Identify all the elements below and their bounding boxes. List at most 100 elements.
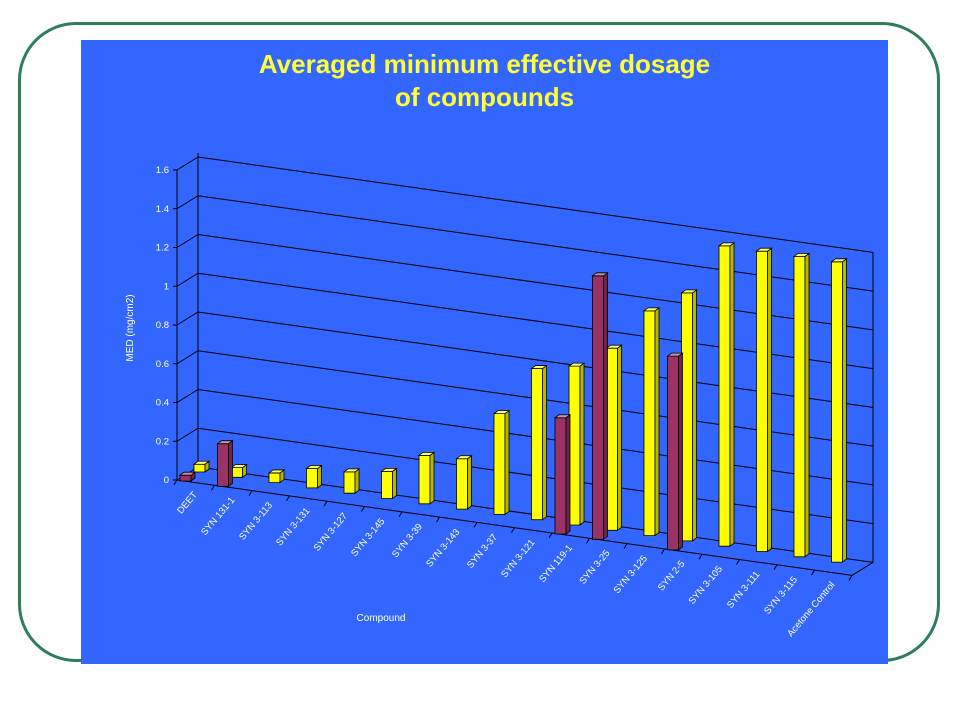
bar-front — [681, 292, 693, 542]
bar — [755, 247, 773, 553]
bar — [567, 362, 586, 526]
x-category-label: SYN 3-113 — [237, 500, 275, 542]
bar — [530, 364, 548, 521]
x-category-label: DEET — [175, 490, 200, 517]
bar-top — [717, 242, 736, 247]
bar-front — [343, 471, 356, 494]
bar-top — [192, 460, 211, 465]
bar-side — [392, 467, 397, 500]
bar — [717, 242, 736, 548]
gridline-side — [176, 389, 199, 403]
bar-side — [617, 344, 622, 532]
bar — [342, 468, 361, 495]
bar-top — [642, 307, 661, 312]
bar-front — [179, 474, 192, 482]
bar-top — [830, 258, 848, 263]
chart-panel: Averaged minimum effective dosage of com… — [81, 40, 888, 664]
bar — [417, 451, 436, 505]
bar-top — [591, 272, 609, 277]
floor-right-edge — [851, 561, 874, 576]
gridline-side — [176, 350, 199, 365]
axis-layer — [173, 153, 874, 581]
bar-top — [230, 464, 248, 469]
bar — [605, 344, 623, 532]
bar-top — [455, 455, 473, 460]
x-category-label: SYN 3-143 — [424, 527, 462, 570]
gridline-side — [176, 272, 199, 287]
x-category-label: SYN 119-1 — [537, 543, 575, 585]
bar-front — [793, 256, 806, 558]
x-tick-mark — [173, 479, 178, 486]
gridline-side — [176, 195, 199, 210]
bar-front — [718, 245, 731, 547]
bar-layer — [178, 242, 848, 563]
bar-top — [605, 344, 623, 349]
chart-title-line-1: Averaged minimum effective dosage — [258, 49, 711, 79]
bar-side — [678, 352, 683, 551]
x-tick-mark — [323, 500, 328, 507]
bar-front — [592, 275, 604, 540]
y-tick-label: 1.6 — [156, 165, 169, 176]
x-tick-mark — [773, 564, 778, 571]
gridline-side — [176, 156, 199, 171]
gridline — [197, 156, 874, 253]
bar-top — [178, 471, 197, 476]
bar — [192, 460, 211, 473]
bar-top — [305, 465, 323, 469]
x-tick-mark — [286, 495, 290, 502]
x-category-label: SYN 3-125 — [612, 553, 650, 596]
bar — [216, 439, 234, 488]
x-tick-mark — [698, 553, 703, 560]
bar-side — [467, 454, 472, 510]
bar-top — [792, 253, 811, 257]
bar-side — [767, 247, 772, 553]
x-tick-mark — [248, 490, 253, 496]
x-tick-mark — [548, 532, 553, 539]
bar — [666, 352, 684, 551]
x-category-label: SYN 2-5 — [656, 559, 688, 594]
bar-front — [531, 368, 543, 521]
bar — [380, 467, 398, 500]
bar-front — [643, 310, 656, 537]
bar-side — [729, 242, 735, 548]
y-tick-label: 0.2 — [156, 436, 169, 447]
bar-front — [456, 458, 468, 510]
bar-side — [565, 413, 571, 535]
x-tick-mark — [661, 548, 665, 555]
y-tick-label: 1.4 — [156, 204, 169, 215]
bar-top — [492, 410, 511, 415]
y-tick-label: 0.8 — [156, 320, 169, 331]
bar — [267, 469, 286, 484]
x-category-label: SYN 3-25 — [578, 548, 613, 587]
bar — [830, 257, 848, 563]
bar-front — [568, 365, 581, 526]
bar-front — [268, 472, 281, 484]
x-tick-mark — [623, 543, 628, 549]
bar — [680, 289, 698, 542]
bar-front — [418, 454, 431, 505]
chart-title-line-2: of compounds — [394, 82, 575, 112]
bar — [230, 463, 248, 479]
y-tick-label: 1 — [164, 281, 169, 292]
bar-top — [755, 247, 773, 252]
y-tick-label: 0.6 — [156, 359, 169, 370]
y-tick-label: 1.2 — [156, 243, 169, 254]
bar-front — [306, 468, 318, 489]
x-tick-mark — [811, 569, 815, 576]
bar-side — [542, 364, 547, 521]
x-tick-mark — [586, 538, 590, 544]
bar-side — [317, 464, 322, 489]
y-tick-label: 0.4 — [156, 398, 169, 409]
x-category-label: SYN 3-145 — [349, 516, 387, 559]
bar-top — [530, 365, 548, 369]
gridline-side — [176, 427, 199, 442]
bar-side — [504, 409, 510, 516]
bar-front — [756, 250, 768, 552]
bar-front — [493, 413, 506, 515]
bar — [455, 454, 473, 510]
bar-top — [666, 352, 684, 357]
chart-title: Averaged minimum effective dosage of com… — [81, 48, 888, 114]
x-tick-mark — [848, 575, 853, 581]
x-axis-title: Compound — [357, 613, 406, 624]
bar — [305, 464, 323, 489]
